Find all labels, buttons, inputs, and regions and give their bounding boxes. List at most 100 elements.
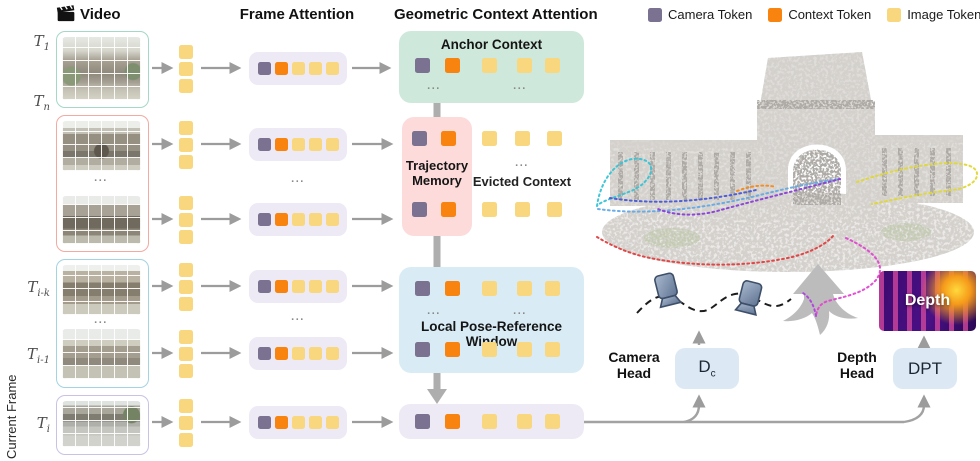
image-token: [325, 280, 339, 293]
camera-token: [257, 347, 271, 360]
timestep-label-ti1: Ti-1: [27, 345, 50, 366]
current-frame-label: Current Frame: [4, 374, 19, 459]
camera-token: [257, 62, 271, 75]
context-token: [274, 416, 288, 429]
image-token: [325, 138, 339, 151]
frame-token-row: [249, 406, 347, 439]
camera-token: [415, 342, 430, 357]
context-token: [445, 281, 460, 296]
frame-token-row: [249, 52, 347, 85]
point-cloud-bushes: [644, 223, 931, 248]
video-frame-tik: [62, 265, 141, 315]
image-token: [308, 347, 322, 360]
context-token: [445, 342, 460, 357]
image-token: [515, 202, 530, 217]
legend-item-context: Context Token: [768, 7, 871, 22]
image-token: [325, 416, 339, 429]
image-token: [517, 58, 532, 73]
camera-pose-path: [636, 292, 792, 314]
context-token: [274, 213, 288, 226]
context-token: [274, 62, 288, 75]
image-token: [179, 121, 193, 135]
image-token: [545, 414, 560, 429]
depth-map-image: Depth: [879, 271, 976, 331]
evicted-ellipsis: ...: [515, 157, 529, 169]
patch-token-column: [179, 196, 193, 244]
image-token: [179, 230, 193, 244]
legend-context-label: Context Token: [788, 7, 872, 22]
geometric-context-attention-title: Geometric Context Attention: [394, 6, 598, 23]
video-frame-ti1: [62, 329, 141, 379]
image-token: [308, 138, 322, 151]
window-ellipsis: ...: [427, 305, 441, 317]
row-ellipsis: ...: [291, 311, 305, 323]
frame-ellipsis-window: ...: [94, 314, 108, 326]
point-cloud-speckle-dark: [618, 100, 951, 205]
video-frame-t1: [62, 37, 141, 100]
pipeline-arrows: [152, 61, 394, 429]
image-token: [179, 138, 193, 152]
legend-item-camera: Camera Token: [648, 7, 752, 22]
image-token: [179, 416, 193, 430]
camera-token: [415, 281, 430, 296]
frame-token-row: [249, 203, 347, 236]
anchor-ellipsis: ...: [427, 80, 441, 92]
context-token-swatch: [768, 7, 783, 22]
image-token: [308, 280, 322, 293]
image-token: [179, 79, 193, 93]
context-token: [274, 280, 288, 293]
image-token: [179, 364, 193, 378]
context-token: [441, 202, 456, 217]
local-pose-reference-window-label: Local Pose-Reference Window: [420, 319, 563, 349]
anchor-ellipsis: ...: [513, 80, 527, 92]
window-ellipsis: ...: [513, 305, 527, 317]
video-frame-ti: [62, 401, 141, 447]
camera-token: [257, 138, 271, 151]
image-token: [517, 342, 532, 357]
context-token: [445, 414, 460, 429]
video-title: Video: [80, 6, 121, 23]
dpt-label: DPT: [908, 358, 942, 378]
image-token: [179, 62, 193, 76]
frame-token-row: [249, 337, 347, 370]
video-frame-memory-top: [62, 121, 141, 171]
row-ellipsis: ...: [291, 173, 305, 185]
image-token: [308, 416, 322, 429]
merge-up-arrow: [783, 264, 858, 335]
frame-attention-title: Frame Attention: [239, 6, 355, 23]
image-token: [547, 202, 562, 217]
depth-head-label: Depth Head: [837, 349, 877, 382]
image-token-swatch: [887, 7, 902, 22]
camera-token: [257, 280, 271, 293]
frame-ellipsis-memory: ...: [94, 172, 108, 184]
evicted-context-label: Evicted Context: [472, 174, 572, 189]
camera-token: [257, 416, 271, 429]
image-token: [179, 280, 193, 294]
legend-camera-label: Camera Token: [668, 7, 753, 22]
context-token: [274, 347, 288, 360]
image-token: [291, 138, 305, 151]
trajectory-paths: [596, 157, 979, 317]
camera-icons: [652, 271, 765, 316]
image-token: [291, 347, 305, 360]
context-token: [445, 58, 460, 73]
image-token: [517, 281, 532, 296]
dc-label: Dc: [698, 357, 716, 380]
patch-token-column: [179, 121, 193, 169]
context-token: [274, 138, 288, 151]
camera-token: [412, 131, 427, 146]
patch-token-column: [179, 263, 193, 311]
image-token: [291, 62, 305, 75]
camera-head-label: Camera Head: [608, 349, 660, 382]
image-token: [325, 347, 339, 360]
image-token: [291, 280, 305, 293]
anchor-context-label: Anchor Context: [440, 37, 543, 52]
patch-token-column: [179, 330, 193, 378]
timestep-label-tik: Ti-k: [27, 278, 50, 299]
image-token: [291, 416, 305, 429]
video-frame-memory-bottom: [62, 196, 141, 244]
camera-token: [415, 58, 430, 73]
image-token: [547, 131, 562, 146]
camera-head-decoder-box: Dc: [675, 348, 739, 389]
